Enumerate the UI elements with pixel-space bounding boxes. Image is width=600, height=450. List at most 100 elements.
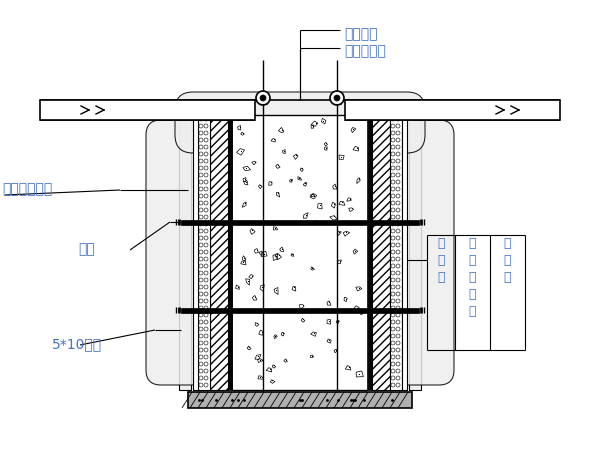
Circle shape bbox=[396, 124, 400, 128]
Circle shape bbox=[204, 166, 208, 170]
Circle shape bbox=[204, 180, 208, 184]
Circle shape bbox=[391, 355, 395, 359]
Circle shape bbox=[391, 320, 395, 324]
Circle shape bbox=[391, 166, 395, 170]
Circle shape bbox=[204, 208, 208, 212]
Circle shape bbox=[396, 173, 400, 177]
Circle shape bbox=[396, 285, 400, 289]
Circle shape bbox=[391, 229, 395, 233]
Circle shape bbox=[199, 341, 203, 345]
Circle shape bbox=[199, 159, 203, 163]
Circle shape bbox=[204, 348, 208, 352]
Circle shape bbox=[204, 243, 208, 247]
Circle shape bbox=[204, 369, 208, 373]
Circle shape bbox=[396, 208, 400, 212]
Bar bbox=[181, 220, 419, 225]
Bar bbox=[188, 392, 412, 408]
Circle shape bbox=[396, 257, 400, 261]
Circle shape bbox=[396, 250, 400, 254]
Circle shape bbox=[199, 383, 203, 387]
Circle shape bbox=[204, 334, 208, 338]
Circle shape bbox=[199, 257, 203, 261]
Circle shape bbox=[204, 138, 208, 142]
Circle shape bbox=[391, 292, 395, 296]
Circle shape bbox=[391, 257, 395, 261]
Bar bbox=[210, 115, 228, 390]
Bar bbox=[368, 115, 372, 390]
Circle shape bbox=[396, 383, 400, 387]
Circle shape bbox=[396, 313, 400, 317]
Circle shape bbox=[199, 271, 203, 275]
Circle shape bbox=[199, 180, 203, 184]
Circle shape bbox=[204, 187, 208, 191]
Circle shape bbox=[391, 264, 395, 268]
Circle shape bbox=[396, 243, 400, 247]
Circle shape bbox=[396, 187, 400, 191]
Circle shape bbox=[204, 159, 208, 163]
Circle shape bbox=[391, 236, 395, 240]
Circle shape bbox=[204, 292, 208, 296]
Circle shape bbox=[199, 264, 203, 268]
Circle shape bbox=[396, 306, 400, 310]
Circle shape bbox=[199, 138, 203, 142]
Text: 塑
料
泡
沫
板: 塑 料 泡 沫 板 bbox=[469, 237, 476, 318]
Circle shape bbox=[204, 124, 208, 128]
Circle shape bbox=[391, 152, 395, 156]
Circle shape bbox=[204, 215, 208, 219]
Circle shape bbox=[199, 313, 203, 317]
Text: 一层棉被: 一层棉被 bbox=[344, 27, 377, 41]
Circle shape bbox=[199, 117, 203, 121]
Circle shape bbox=[199, 327, 203, 331]
Circle shape bbox=[199, 236, 203, 240]
Circle shape bbox=[330, 91, 344, 105]
Circle shape bbox=[199, 348, 203, 352]
Circle shape bbox=[391, 187, 395, 191]
Circle shape bbox=[396, 376, 400, 380]
Circle shape bbox=[199, 187, 203, 191]
Circle shape bbox=[204, 383, 208, 387]
Circle shape bbox=[396, 159, 400, 163]
Circle shape bbox=[199, 306, 203, 310]
Circle shape bbox=[396, 369, 400, 373]
Circle shape bbox=[204, 152, 208, 156]
Circle shape bbox=[199, 292, 203, 296]
Circle shape bbox=[204, 236, 208, 240]
Circle shape bbox=[391, 180, 395, 184]
Circle shape bbox=[199, 124, 203, 128]
Circle shape bbox=[391, 173, 395, 177]
Circle shape bbox=[260, 95, 266, 101]
Circle shape bbox=[334, 95, 340, 101]
Circle shape bbox=[199, 355, 203, 359]
Circle shape bbox=[396, 117, 400, 121]
Circle shape bbox=[391, 278, 395, 282]
Bar bbox=[40, 100, 255, 120]
Circle shape bbox=[391, 369, 395, 373]
Circle shape bbox=[204, 201, 208, 205]
Bar bbox=[179, 115, 191, 390]
Text: 白
铁
皮: 白 铁 皮 bbox=[504, 237, 511, 284]
Circle shape bbox=[396, 180, 400, 184]
Circle shape bbox=[199, 334, 203, 338]
Circle shape bbox=[204, 250, 208, 254]
Circle shape bbox=[204, 145, 208, 149]
Circle shape bbox=[396, 138, 400, 142]
Circle shape bbox=[396, 327, 400, 331]
Circle shape bbox=[391, 334, 395, 338]
Circle shape bbox=[199, 243, 203, 247]
Text: 竹
胶
板: 竹 胶 板 bbox=[437, 237, 445, 284]
Bar bbox=[402, 115, 407, 390]
Circle shape bbox=[204, 278, 208, 282]
Circle shape bbox=[204, 229, 208, 233]
Circle shape bbox=[391, 208, 395, 212]
Circle shape bbox=[391, 313, 395, 317]
Circle shape bbox=[204, 299, 208, 303]
Circle shape bbox=[391, 362, 395, 366]
Circle shape bbox=[396, 348, 400, 352]
Circle shape bbox=[204, 285, 208, 289]
Circle shape bbox=[199, 369, 203, 373]
Circle shape bbox=[396, 194, 400, 198]
Circle shape bbox=[396, 201, 400, 205]
Circle shape bbox=[396, 320, 400, 324]
Circle shape bbox=[391, 201, 395, 205]
Circle shape bbox=[199, 201, 203, 205]
